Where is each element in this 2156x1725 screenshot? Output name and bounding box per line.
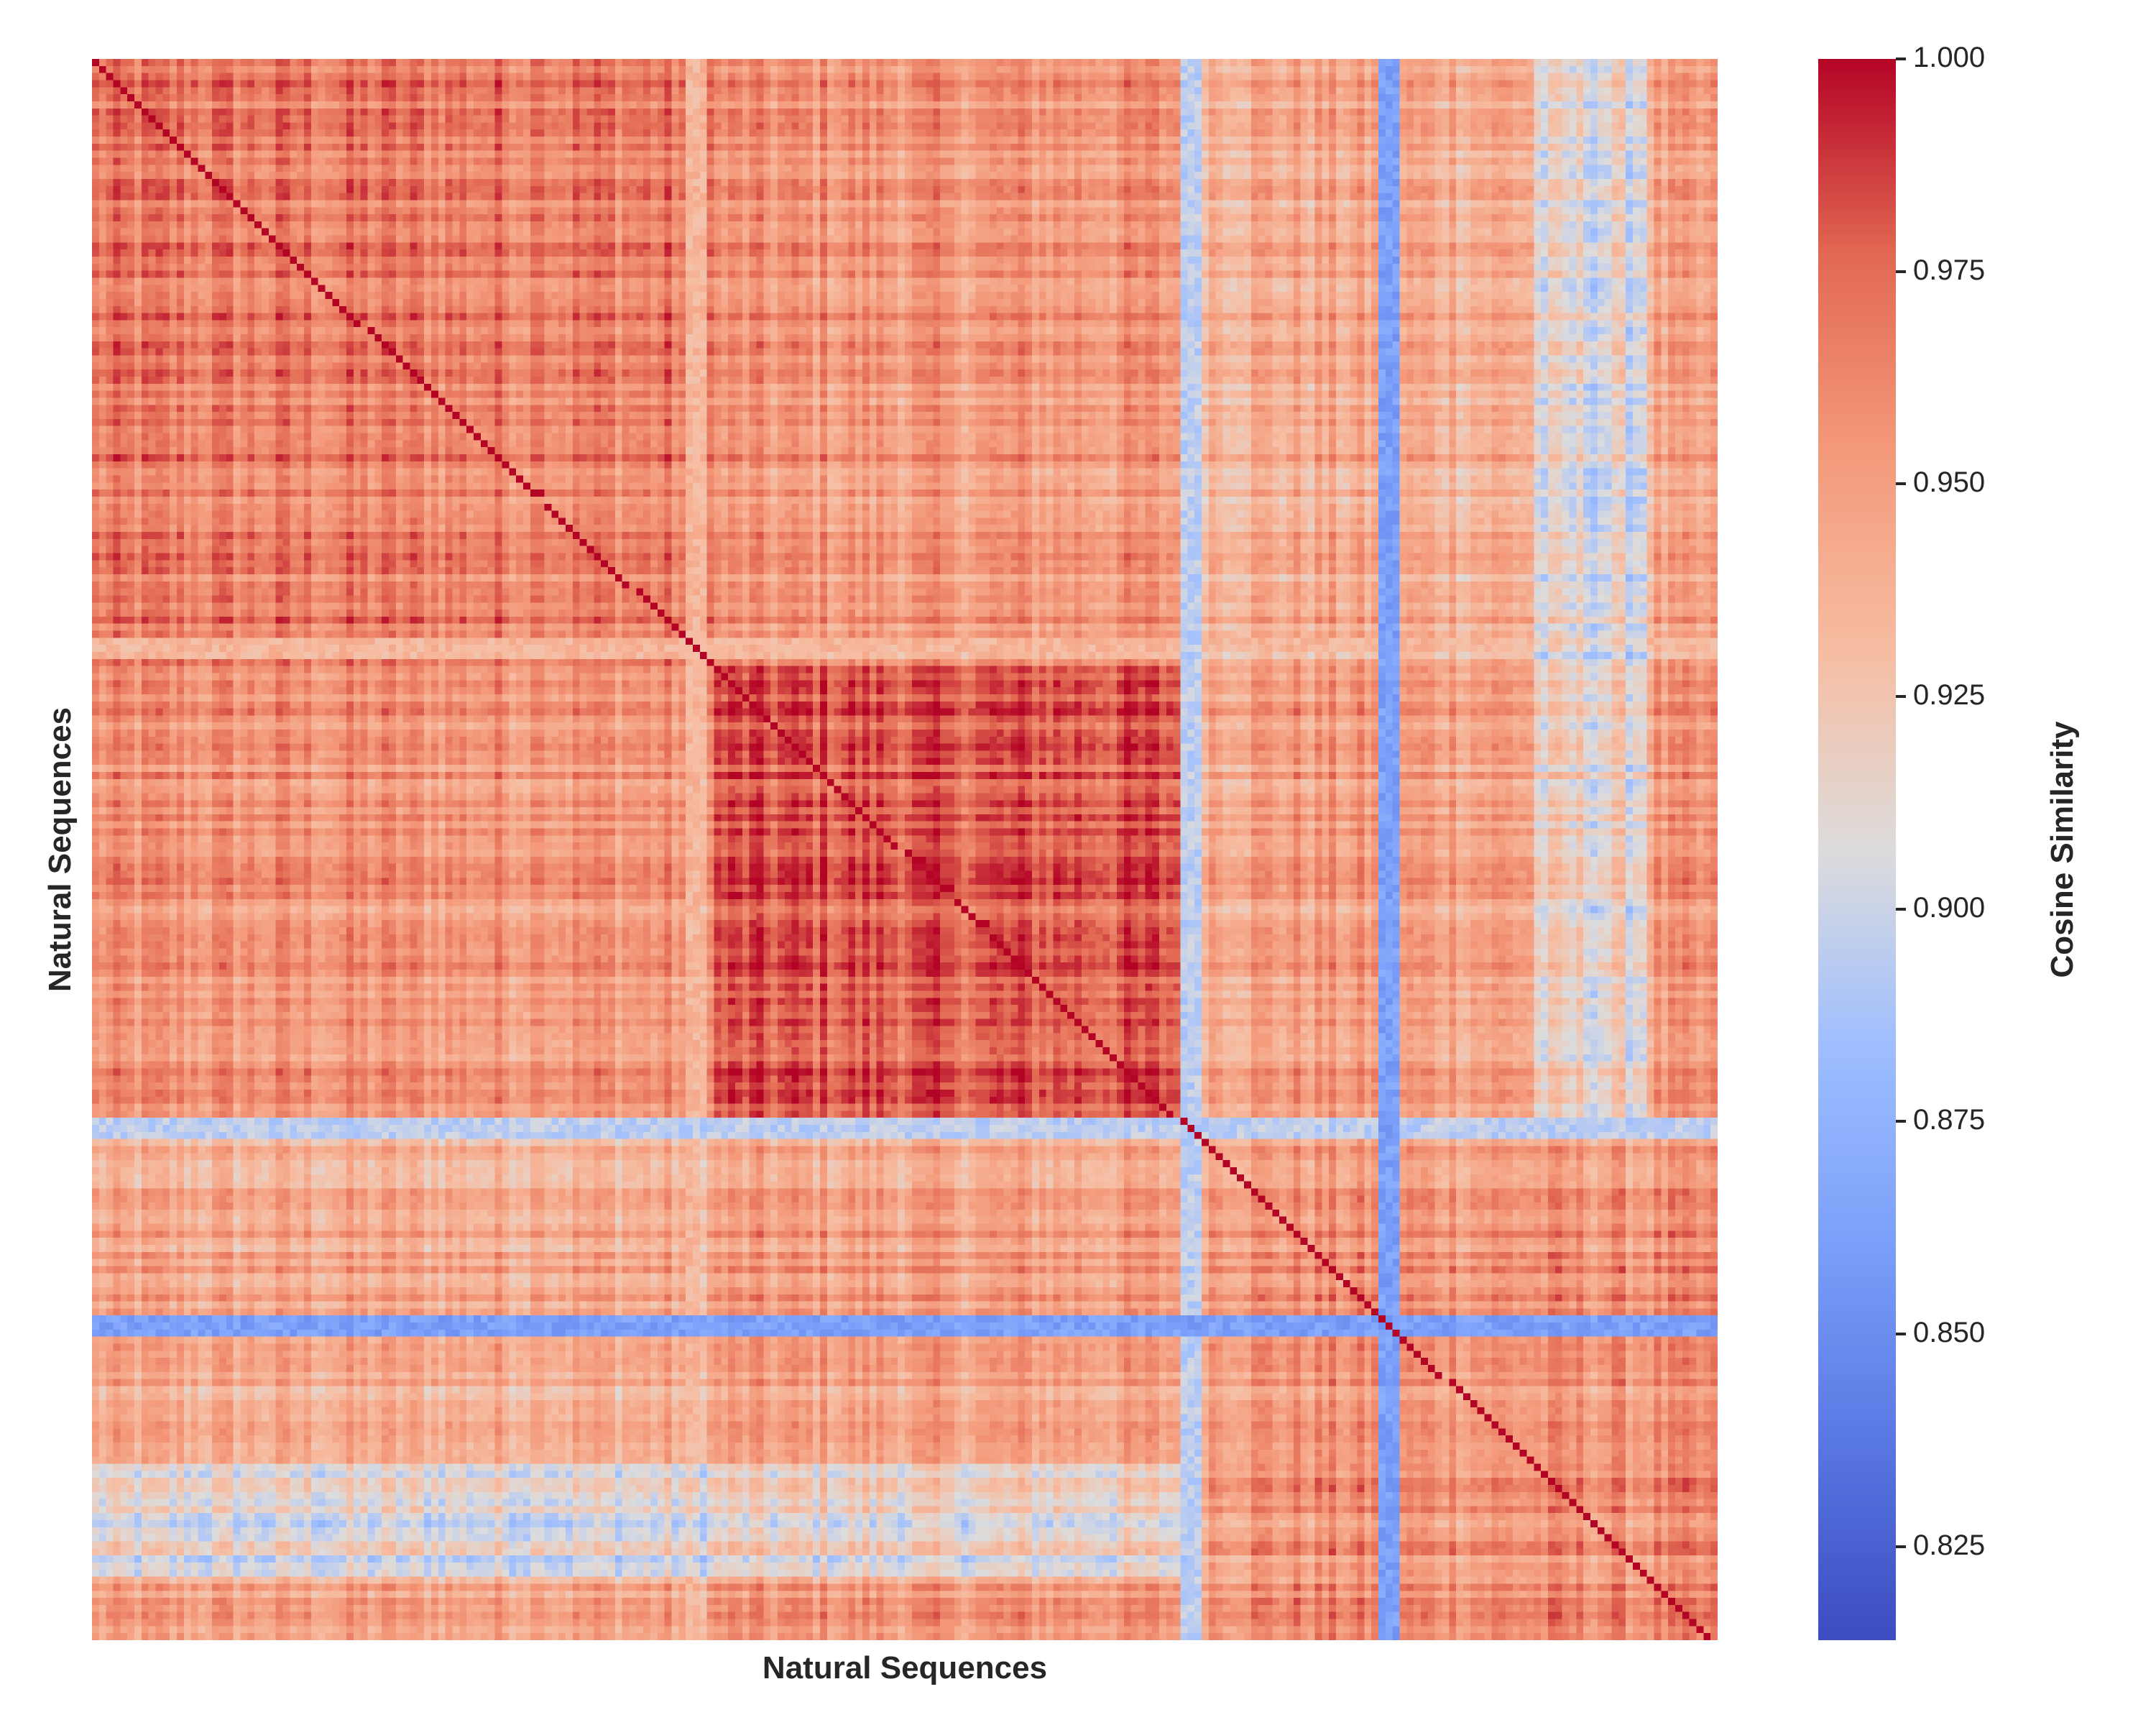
heatmap-matrix: [92, 59, 1718, 1640]
colorbar-tick-mark: [1896, 1333, 1906, 1336]
colorbar-tick-label: 1.000: [1913, 42, 1986, 73]
colorbar-tick-label: 0.850: [1913, 1317, 1986, 1349]
colorbar-tick-label: 0.825: [1913, 1529, 1986, 1561]
colorbar-tick-mark: [1896, 482, 1906, 486]
colorbar: [1818, 59, 1896, 1640]
colorbar-ticks: 0.825 0.850 0.875 0.900 0.925 0.950 0.975 1.000: [1896, 42, 2040, 1640]
colorbar-tick-label: 0.925: [1913, 679, 1986, 712]
colorbar-tick-label: 0.975: [1913, 254, 1986, 286]
colorbar-label: Cosine Similarity: [2045, 721, 2080, 978]
colorbar-tick-label: 0.900: [1913, 891, 1986, 924]
colorbar-tick-mark: [1896, 1545, 1906, 1548]
x-axis-label: Natural Sequences: [762, 1650, 1048, 1685]
colorbar-tick-label: 0.950: [1913, 466, 1986, 499]
colorbar-tick-mark: [1896, 270, 1906, 273]
colorbar-tick-mark: [1896, 1120, 1906, 1123]
colorbar-tick-mark: [1896, 695, 1906, 699]
colorbar-tick-label: 0.875: [1913, 1104, 1986, 1136]
colorbar-tick-mark: [1896, 907, 1906, 911]
y-axis-label: Natural Sequences: [42, 707, 78, 993]
colorbar-tick-mark: [1896, 58, 1906, 60]
